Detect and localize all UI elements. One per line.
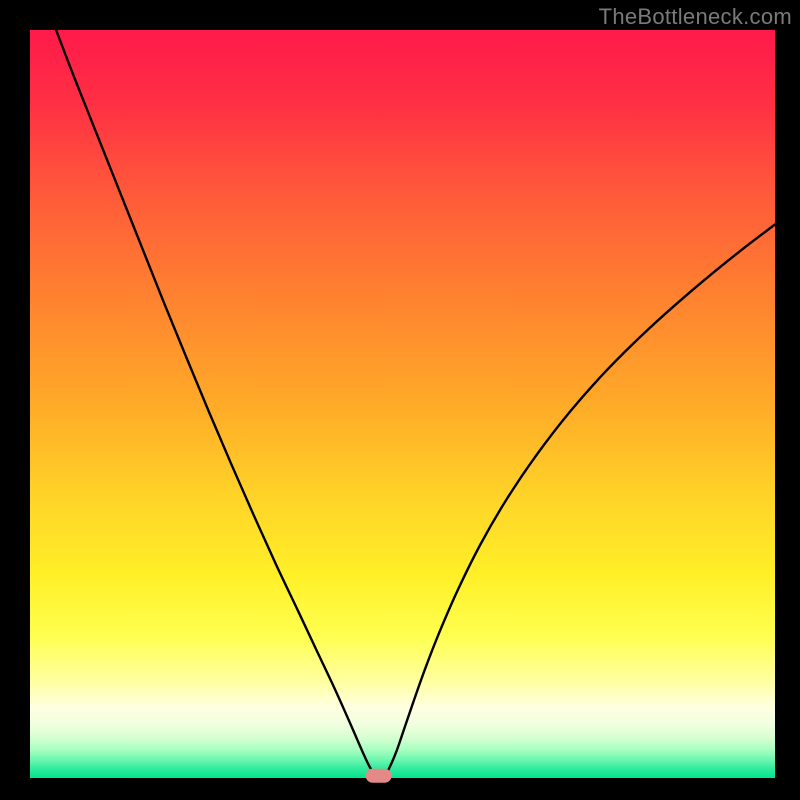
watermark-text: TheBottleneck.com [599,4,792,30]
min-marker [366,769,392,783]
chart-container: TheBottleneck.com [0,0,800,800]
chart-svg [0,0,800,800]
plot-background [30,30,775,778]
